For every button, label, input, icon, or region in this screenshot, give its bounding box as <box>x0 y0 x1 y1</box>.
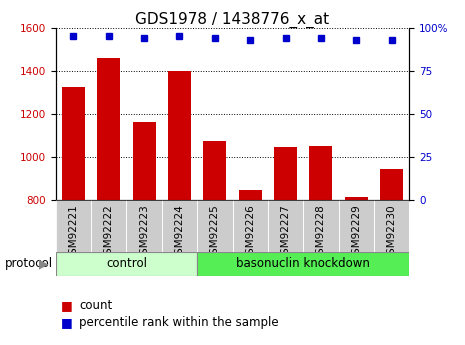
FancyBboxPatch shape <box>91 200 126 252</box>
Bar <box>239 190 262 200</box>
FancyBboxPatch shape <box>197 200 232 252</box>
FancyBboxPatch shape <box>303 200 339 252</box>
Text: GSM92224: GSM92224 <box>174 204 185 261</box>
Bar <box>309 146 332 200</box>
Bar <box>97 58 120 200</box>
Text: GSM92226: GSM92226 <box>245 204 255 261</box>
Text: GSM92221: GSM92221 <box>68 204 79 261</box>
Text: GSM92228: GSM92228 <box>316 204 326 261</box>
Text: count: count <box>79 299 113 312</box>
Text: ■: ■ <box>60 316 72 329</box>
Text: ■: ■ <box>60 299 72 312</box>
FancyBboxPatch shape <box>126 200 162 252</box>
Bar <box>274 147 297 200</box>
FancyBboxPatch shape <box>232 200 268 252</box>
FancyBboxPatch shape <box>56 252 197 276</box>
Text: basonuclin knockdown: basonuclin knockdown <box>236 257 370 270</box>
Text: control: control <box>106 257 147 270</box>
Text: ▶: ▶ <box>40 257 49 270</box>
Text: GSM92225: GSM92225 <box>210 204 220 261</box>
Text: protocol: protocol <box>5 257 53 270</box>
FancyBboxPatch shape <box>339 200 374 252</box>
Text: percentile rank within the sample: percentile rank within the sample <box>79 316 279 329</box>
FancyBboxPatch shape <box>197 252 409 276</box>
Bar <box>168 71 191 200</box>
Bar <box>345 197 368 200</box>
Bar <box>62 87 85 200</box>
Text: GDS1978 / 1438776_x_at: GDS1978 / 1438776_x_at <box>135 12 330 28</box>
FancyBboxPatch shape <box>268 200 303 252</box>
FancyBboxPatch shape <box>162 200 197 252</box>
Text: GSM92227: GSM92227 <box>280 204 291 261</box>
Bar <box>133 122 156 200</box>
Bar <box>203 141 226 200</box>
Text: GSM92229: GSM92229 <box>351 204 361 261</box>
Text: GSM92223: GSM92223 <box>139 204 149 261</box>
Bar <box>380 169 403 200</box>
Text: GSM92222: GSM92222 <box>104 204 114 261</box>
FancyBboxPatch shape <box>374 200 409 252</box>
Text: GSM92230: GSM92230 <box>386 204 397 261</box>
FancyBboxPatch shape <box>56 200 91 252</box>
